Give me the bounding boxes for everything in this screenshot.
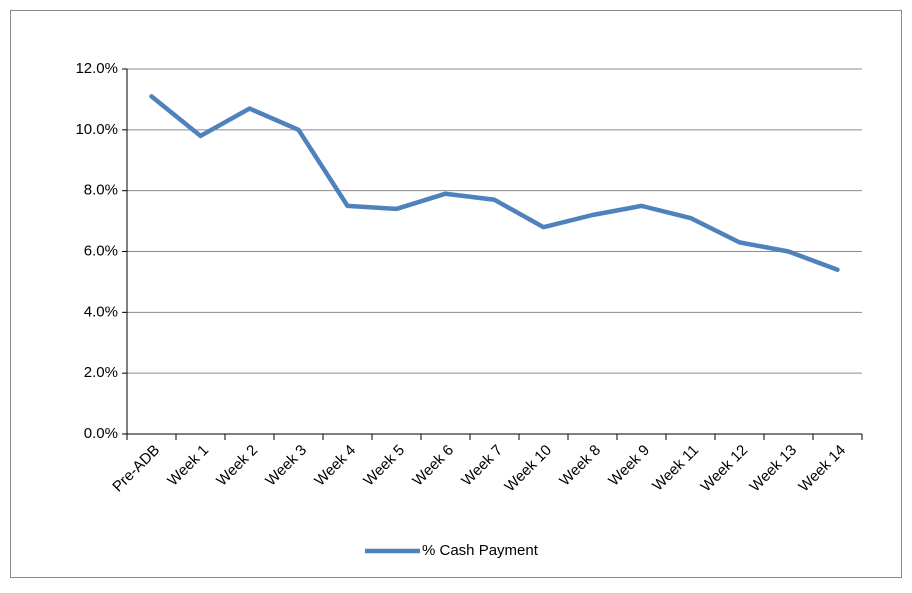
legend-label: % Cash Payment (422, 542, 539, 559)
y-tick-label: 10.0% (75, 121, 118, 138)
y-tick-label: 4.0% (84, 303, 118, 320)
y-tick-label: 8.0% (84, 182, 118, 199)
y-tick-label: 0.0% (84, 425, 118, 442)
y-tick-label: 12.0% (75, 60, 118, 77)
data-line (149, 94, 840, 272)
y-tick-label: 6.0% (84, 242, 118, 259)
chart-border (10, 10, 902, 578)
y-tick-label: 2.0% (84, 364, 118, 381)
